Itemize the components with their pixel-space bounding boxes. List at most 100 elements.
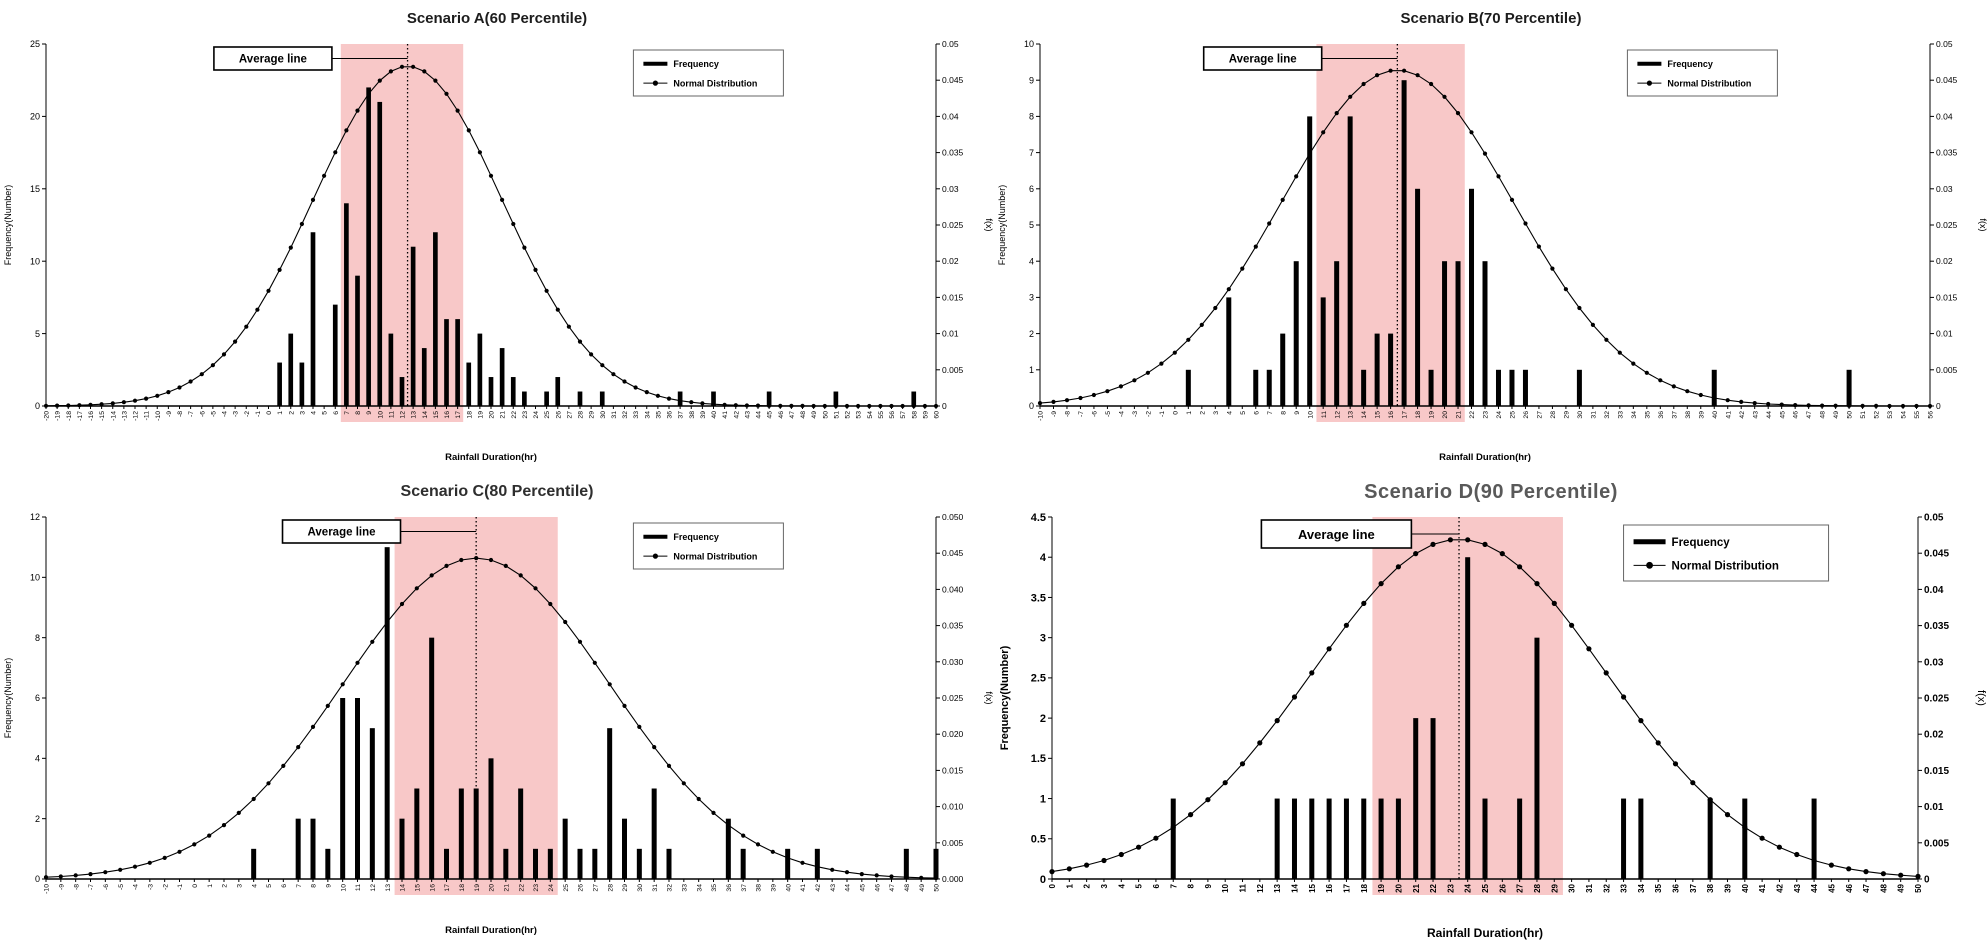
svg-text:7: 7: [296, 884, 303, 888]
svg-text:2: 2: [1199, 411, 1206, 415]
y2-axis-title: f(x): [1978, 219, 1988, 232]
average-line-label-box: [213, 46, 333, 71]
chart-scenario-a: Scenario A(60 Percentile) 0 5 10 15 20 25 0 0.0…: [0, 0, 994, 473]
svg-text:1: 1: [277, 411, 284, 415]
svg-text:20: 20: [489, 884, 496, 892]
svg-text:42: 42: [815, 884, 822, 892]
legend-normal-marker: [1646, 561, 1653, 569]
svg-text:46: 46: [1793, 411, 1800, 419]
chart-title-scenario-d: Scenario D(90 Percentile): [1364, 481, 1618, 503]
svg-text:33: 33: [681, 884, 688, 892]
svg-text:31: 31: [611, 411, 618, 419]
svg-text:-3: -3: [1132, 411, 1139, 417]
svg-text:53: 53: [856, 411, 863, 419]
svg-text:-3: -3: [147, 884, 154, 890]
svg-text:-8: -8: [73, 884, 80, 890]
svg-text:10: 10: [340, 884, 347, 892]
svg-text:45: 45: [767, 411, 774, 419]
svg-text:0.045: 0.045: [1936, 75, 1958, 85]
svg-text:20: 20: [489, 411, 496, 419]
svg-text:50: 50: [1847, 411, 1854, 419]
svg-text:-2: -2: [244, 411, 251, 417]
svg-text:2: 2: [1083, 883, 1092, 888]
svg-text:0.025: 0.025: [1924, 694, 1949, 705]
legend-normal-marker: [1646, 80, 1652, 86]
svg-text:55: 55: [1914, 411, 1921, 419]
y2-axis-title: f(x): [984, 692, 994, 705]
svg-text:0.03: 0.03: [1936, 184, 1953, 194]
svg-text:22: 22: [1469, 411, 1476, 419]
svg-text:55: 55: [878, 411, 885, 419]
svg-text:23: 23: [1446, 883, 1455, 892]
legend: Frequency Normal Distribution: [632, 522, 784, 570]
svg-text:9: 9: [325, 884, 332, 888]
x-axis-title: Rainfall Duration(hr): [445, 925, 537, 936]
svg-text:6: 6: [1253, 411, 1260, 415]
svg-text:11: 11: [1321, 411, 1328, 418]
svg-text:24: 24: [533, 411, 540, 419]
svg-text:6: 6: [35, 693, 40, 703]
svg-text:26: 26: [1523, 411, 1530, 419]
svg-text:21: 21: [1412, 883, 1421, 892]
frequency-bars: [251, 547, 939, 879]
svg-text:40: 40: [1712, 411, 1719, 419]
svg-text:16: 16: [1388, 411, 1395, 419]
svg-text:1: 1: [1065, 883, 1074, 888]
svg-text:0: 0: [192, 884, 199, 888]
svg-text:-6: -6: [103, 884, 110, 890]
svg-text:22: 22: [1429, 883, 1438, 892]
svg-text:36: 36: [726, 884, 733, 892]
svg-text:25: 25: [1510, 411, 1517, 419]
chart-title-scenario-a: Scenario A(60 Percentile): [406, 10, 588, 27]
svg-text:34: 34: [696, 884, 703, 892]
svg-text:3: 3: [299, 411, 306, 415]
svg-text:-6: -6: [1092, 411, 1099, 417]
svg-text:0.015: 0.015: [942, 292, 964, 302]
svg-text:48: 48: [1879, 883, 1888, 892]
y-axis-title: Frequency(Number): [3, 185, 13, 266]
svg-text:38: 38: [1706, 883, 1715, 892]
svg-text:3: 3: [1029, 293, 1034, 303]
svg-text:19: 19: [1429, 411, 1436, 419]
svg-text:0.03: 0.03: [1924, 657, 1944, 668]
svg-text:0.5: 0.5: [1031, 834, 1046, 846]
svg-text:13: 13: [1348, 411, 1355, 419]
svg-text:38: 38: [756, 884, 763, 892]
average-line-label-box: [1260, 519, 1413, 549]
svg-text:12: 12: [370, 884, 377, 892]
svg-text:12: 12: [400, 411, 407, 419]
svg-text:18: 18: [459, 884, 466, 892]
svg-text:45: 45: [859, 884, 866, 892]
svg-text:4.5: 4.5: [1031, 512, 1046, 524]
svg-text:41: 41: [1758, 883, 1767, 892]
plot-scenario-b: 01234567891000.0050.010.0150.020.0250.03…: [997, 39, 1988, 463]
svg-text:48: 48: [800, 411, 807, 419]
svg-text:0.045: 0.045: [942, 75, 964, 85]
svg-text:0.035: 0.035: [1924, 621, 1949, 632]
svg-text:-4: -4: [133, 884, 140, 890]
svg-text:0.035: 0.035: [942, 148, 964, 158]
y-axis-title: Frequency(Number): [999, 645, 1011, 750]
svg-text:0: 0: [1172, 411, 1179, 415]
svg-text:-4: -4: [222, 411, 229, 417]
svg-text:-4: -4: [1118, 411, 1125, 417]
svg-text:-5: -5: [118, 884, 125, 890]
svg-text:5: 5: [266, 884, 273, 888]
plot-scenario-d: 00.511.522.533.544.500.0050.010.0150.020…: [999, 512, 1987, 940]
svg-text:38: 38: [689, 411, 696, 419]
svg-text:11: 11: [355, 884, 362, 891]
svg-text:15: 15: [433, 411, 440, 419]
svg-text:24: 24: [548, 884, 555, 892]
svg-text:-1: -1: [1159, 411, 1166, 417]
x-axis-ticks: -20 -19 -18 -17 -16 -15 -14 -13 -12 -11 -10 -9 -8 -7-…: [44, 406, 941, 421]
svg-text:12: 12: [30, 512, 40, 522]
svg-text:29: 29: [622, 884, 629, 892]
svg-text:26: 26: [578, 884, 585, 892]
chart-scenario-b: Scenario B(70 Percentile) 0 1 2 3 4 5 6 7 8 9 10 0 0…: [994, 0, 1988, 473]
average-line-label: Average line: [1298, 527, 1375, 542]
plot-scenario-a: 051015202500.0050.010.0150.020.0250.030.…: [3, 39, 994, 463]
svg-text:0.040: 0.040: [942, 584, 964, 594]
svg-text:0.015: 0.015: [942, 765, 964, 775]
svg-text:4: 4: [35, 753, 40, 763]
